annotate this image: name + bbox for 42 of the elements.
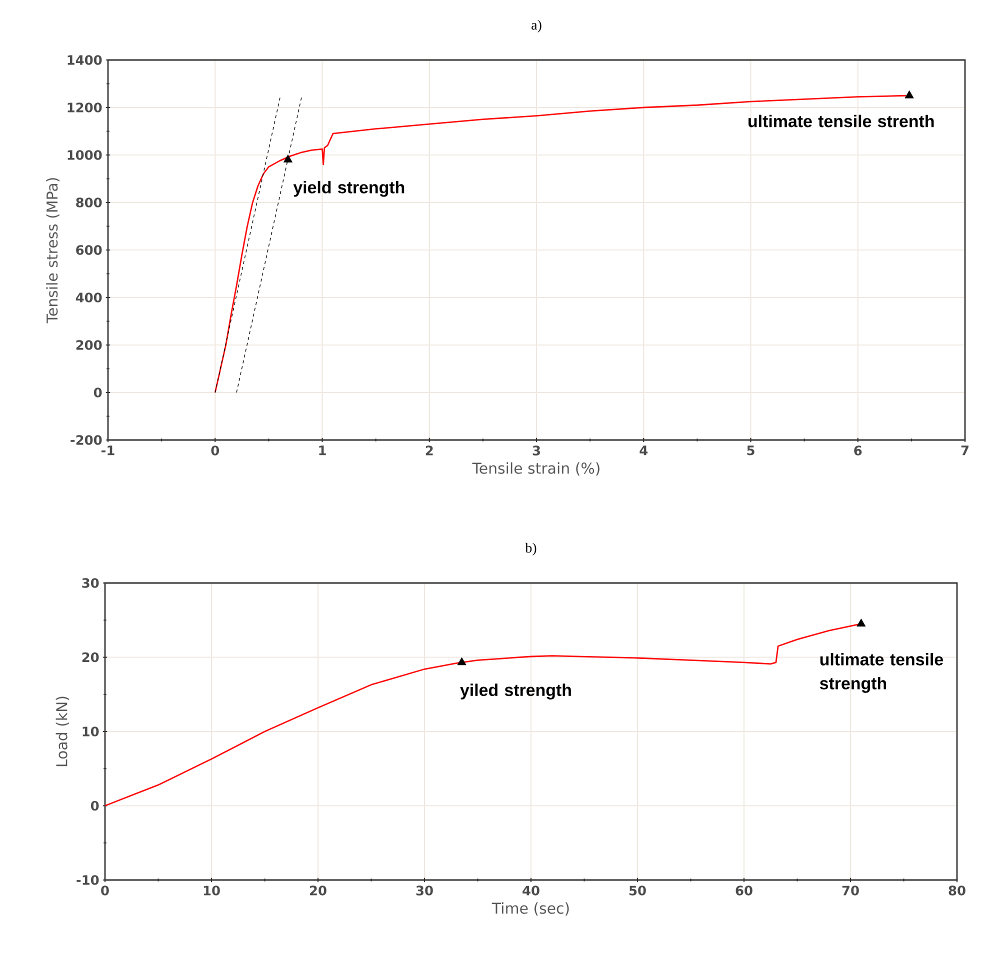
x-tick-label: 70	[842, 886, 859, 896]
x-tick-label: 6	[854, 446, 862, 456]
x-tick-label: 30	[416, 886, 433, 896]
x-tick-label: 40	[522, 886, 540, 896]
x-tick-label: 50	[629, 886, 646, 896]
y-tick-label: 1200	[68, 102, 102, 112]
x-tick-label: 5	[747, 446, 754, 456]
x-tick-label: 0	[101, 886, 109, 896]
y-tick-label: 1000	[68, 150, 102, 160]
y-tick-label: -10	[76, 875, 99, 885]
x-tick-label: 1	[319, 446, 326, 456]
chart-title: a)	[532, 20, 542, 32]
y-tick-label: 30	[82, 578, 99, 588]
x-tick-label: 60	[736, 886, 752, 896]
y-tick-label: 20	[82, 652, 99, 662]
y-axis-title: Load (kN)	[56, 696, 70, 766]
x-tick-label: 4	[640, 446, 648, 456]
x-tick-label: 20	[310, 886, 326, 896]
y-tick-label: -200	[70, 435, 102, 445]
x-tick-label: 10	[204, 886, 220, 896]
y-tick-label: 0	[94, 388, 102, 398]
x-axis-title: Time (sec)	[492, 902, 569, 916]
annotation: yiled strength	[460, 684, 571, 700]
x-tick-label: 0	[211, 446, 220, 456]
annotation: ultimate tensile strenth	[748, 114, 934, 128]
x-tick-label: 3	[532, 446, 540, 456]
y-tick-label: 10	[82, 726, 99, 736]
annotation: yield strength	[293, 180, 404, 197]
x-tick-label: 7	[961, 446, 968, 456]
y-tick-label: 0	[90, 800, 99, 811]
y-tick-label: 1400	[68, 55, 102, 65]
y-tick-label: 400	[76, 292, 102, 302]
y-tick-label: 200	[76, 340, 102, 350]
y-axis-title: Tensile stress (MPa)	[46, 178, 60, 324]
y-tick-label: 600	[76, 245, 102, 255]
chart-title: b)	[525, 542, 536, 556]
x-tick-label: -1	[102, 446, 114, 456]
x-axis-title: Tensile strain (%)	[472, 462, 600, 476]
annotation: ultimate tensile strength	[820, 653, 944, 693]
y-tick-label: 800	[76, 198, 102, 208]
x-tick-label: 80	[948, 886, 966, 896]
x-tick-label: 2	[426, 446, 433, 456]
